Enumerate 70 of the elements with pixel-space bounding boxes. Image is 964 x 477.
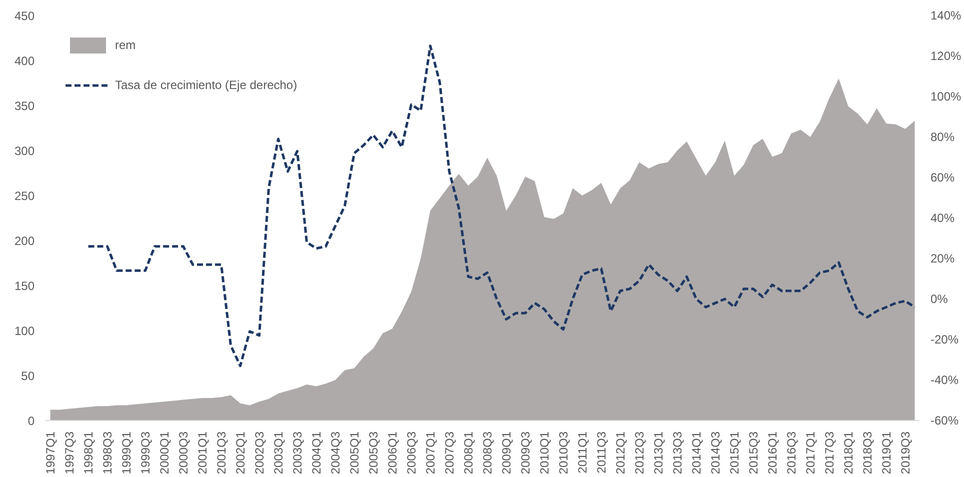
x-tick-label: 2019Q3 <box>898 431 912 474</box>
x-tick-label: 2007Q3 <box>442 431 456 474</box>
x-tick-label: 2011Q1 <box>575 431 590 474</box>
y2-tick-label: -20% <box>930 332 959 346</box>
x-tick-label: 2017Q3 <box>822 431 836 474</box>
x-tick-label: 1999Q3 <box>138 431 152 474</box>
y2-tick-label: 40% <box>930 211 955 225</box>
y2-tick-label: 0% <box>930 292 948 306</box>
x-tick-label: 1998Q1 <box>81 431 96 474</box>
x-tick-label: 2014Q1 <box>689 431 704 474</box>
x-tick-label: 2016Q3 <box>784 431 798 474</box>
x-tick-label: 2001Q3 <box>214 431 228 474</box>
x-tick-label: 2008Q1 <box>461 431 476 474</box>
x-tick-label: 2019Q1 <box>879 431 894 474</box>
x-tick-label: 2006Q3 <box>404 431 418 474</box>
y-tick-label: 350 <box>14 99 35 113</box>
y-tick-label: 150 <box>14 279 35 293</box>
y2-tick-label: 80% <box>930 130 955 144</box>
x-tick-label: 2005Q1 <box>347 431 362 474</box>
x-tick-label: 2015Q1 <box>727 431 742 474</box>
legend-label: rem <box>115 38 136 52</box>
x-tick-label: 2003Q1 <box>271 431 286 474</box>
y-tick-label: 450 <box>14 9 35 23</box>
y-tick-label: 200 <box>14 234 35 248</box>
y-tick-label: 250 <box>14 189 35 203</box>
x-tick-label: 2010Q3 <box>556 431 570 474</box>
x-tick-label: 2005Q3 <box>366 431 380 474</box>
x-tick-label: 1999Q1 <box>119 431 134 474</box>
x-tick-label: 2018Q3 <box>860 431 874 474</box>
y2-tick-label: 100% <box>930 90 962 104</box>
x-tick-label: 2009Q1 <box>499 431 514 474</box>
y2-tick-label: -60% <box>930 414 959 428</box>
line-series <box>87 44 916 368</box>
x-tick-label: 2002Q3 <box>252 431 266 474</box>
y2-tick-label: 20% <box>930 252 955 266</box>
x-tick-label: 2004Q3 <box>328 431 342 474</box>
x-tick-label: 2009Q3 <box>518 431 532 474</box>
y-tick-label: 0 <box>28 414 35 428</box>
x-tick-label: 2014Q3 <box>708 431 722 474</box>
x-tick-label: 2000Q3 <box>176 431 190 474</box>
x-tick-label: 2013Q3 <box>670 431 684 474</box>
x-tick-label: 2001Q1 <box>195 431 210 474</box>
x-tick-label: 2012Q3 <box>632 431 646 474</box>
legend-label: Tasa de crecimiento (Eje derecho) <box>115 78 298 92</box>
x-tick-label: 1997Q3 <box>62 431 76 474</box>
x-tick-label: 1998Q3 <box>100 431 114 474</box>
x-tick-label: 2018Q1 <box>841 431 856 474</box>
x-tick-label: 2007Q1 <box>423 431 438 474</box>
x-tick-label: 2003Q3 <box>290 431 304 474</box>
x-tick-label: 2017Q1 <box>803 431 818 474</box>
x-tick-label: 2012Q1 <box>613 431 628 474</box>
y-tick-label: 400 <box>14 54 35 68</box>
y2-tick-label: 60% <box>930 170 955 184</box>
y2-tick-label: 140% <box>930 8 962 22</box>
x-tick-label: 2013Q1 <box>651 431 666 474</box>
x-tick-label: 2016Q1 <box>765 431 780 474</box>
y2-tick-label: -40% <box>930 373 959 387</box>
y-tick-label: 100 <box>14 324 35 338</box>
y2-tick-label: 120% <box>930 49 962 63</box>
x-tick-label: 2011Q3 <box>594 431 608 474</box>
x-tick-label: 2010Q1 <box>537 431 552 474</box>
x-tick-label: 2015Q3 <box>746 431 760 474</box>
x-tick-label: 1997Q1 <box>43 431 58 474</box>
y-tick-label: 50 <box>21 369 35 383</box>
x-tick-label: 2008Q3 <box>480 431 494 474</box>
y-tick-label: 300 <box>14 144 35 158</box>
x-tick-label: 2006Q1 <box>385 431 400 474</box>
x-tick-label: 2000Q1 <box>157 431 172 474</box>
x-tick-label: 2004Q1 <box>309 431 324 474</box>
x-tick-label: 2002Q1 <box>233 431 248 474</box>
